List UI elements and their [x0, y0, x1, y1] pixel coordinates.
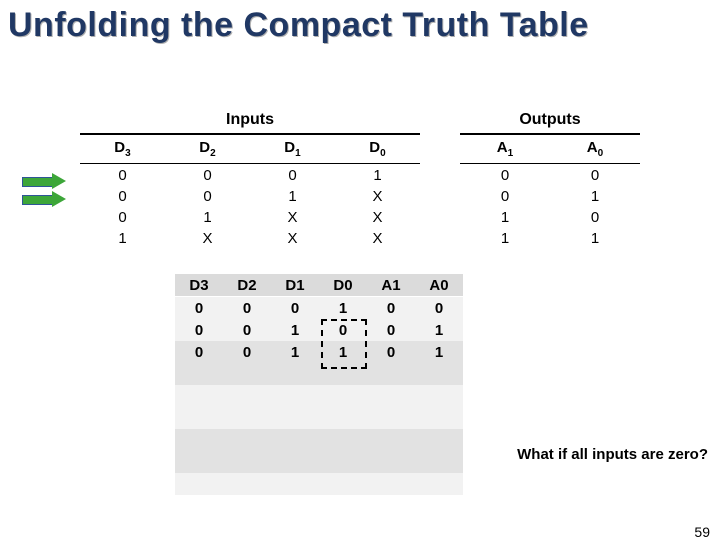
compact-row: 1 X X X 1 1 — [80, 228, 640, 249]
callout-text: What if all inputs are zero? — [517, 446, 708, 463]
page-number: 59 — [694, 524, 710, 540]
arrow-icon — [22, 175, 66, 187]
hcol-d2: D2 — [223, 274, 271, 297]
expanded-table-region: D3 D2 D1 D0 A1 A0 000100 001001 001101 — [175, 274, 463, 495]
rule-thick — [80, 129, 640, 137]
table-row: 001001 — [175, 319, 463, 341]
col-a1: A1 — [460, 137, 550, 161]
hcol-a0: A0 — [415, 274, 463, 297]
arrow-icon — [22, 193, 66, 205]
table-row — [175, 363, 463, 385]
table-row — [175, 407, 463, 429]
table-row — [175, 429, 463, 451]
compact-row: 0 1 X X 1 0 — [80, 207, 640, 228]
compact-row: 0 0 0 1 0 0 — [80, 165, 640, 186]
compact-row: 0 0 1 X 0 1 — [80, 186, 640, 207]
hcol-a1: A1 — [367, 274, 415, 297]
hcol-d1: D1 — [271, 274, 319, 297]
expanded-header-row: D3 D2 D1 D0 A1 A0 — [175, 274, 463, 297]
table-row: 000100 — [175, 297, 463, 320]
hcol-d0: D0 — [319, 274, 367, 297]
table-row: 001101 — [175, 341, 463, 363]
compact-table-region: Inputs Outputs D3 D2 D1 D0 A1 A0 0 0 0 1 — [80, 111, 640, 249]
compact-table: D3 D2 D1 D0 A1 A0 0 0 0 1 0 0 0 0 1 X 0 … — [80, 137, 640, 249]
expand-marker — [22, 175, 66, 211]
outputs-label: Outputs — [460, 111, 640, 129]
col-d2: D2 — [165, 137, 250, 161]
table-row — [175, 385, 463, 407]
col-d3: D3 — [80, 137, 165, 161]
hcol-d3: D3 — [175, 274, 223, 297]
table-row — [175, 451, 463, 473]
col-d1: D1 — [250, 137, 335, 161]
col-d0: D0 — [335, 137, 420, 161]
expanded-table: D3 D2 D1 D0 A1 A0 000100 001001 001101 — [175, 274, 463, 495]
slide-title: Unfolding the Compact Truth Table — [8, 6, 712, 45]
group-header-row: Inputs Outputs — [80, 111, 640, 129]
inputs-label: Inputs — [80, 111, 420, 129]
compact-col-header: D3 D2 D1 D0 A1 A0 — [80, 137, 640, 161]
table-row — [175, 473, 463, 495]
col-a0: A0 — [550, 137, 640, 161]
